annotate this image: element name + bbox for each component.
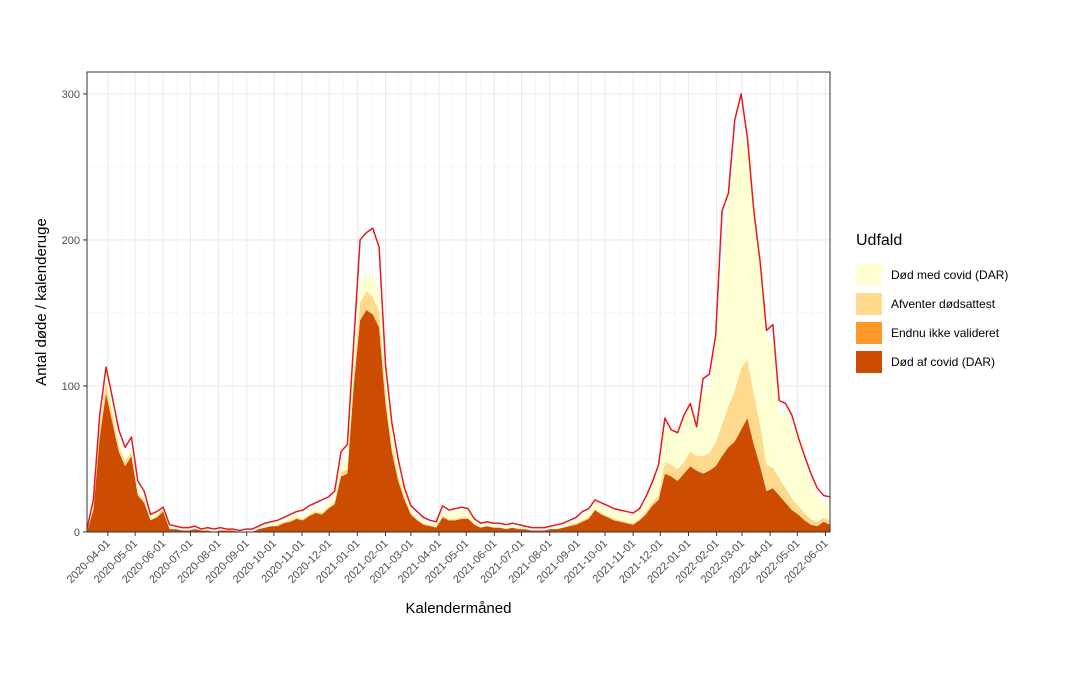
legend-item-dod-med-covid: Død med covid (DAR): [856, 260, 1008, 289]
x-axis: 2020-04-012020-05-012020-06-012020-07-01…: [65, 532, 831, 586]
legend-item-endnu-ikke-valideret: Endnu ikke valideret: [856, 318, 1008, 347]
stacked-areas: [87, 134, 830, 533]
total-line: [86, 93, 831, 532]
legend-swatch: [856, 321, 882, 344]
x-axis-title: Kalendermåned: [406, 600, 512, 617]
y-axis-title: Antal døde / kalenderuge: [33, 218, 50, 386]
panel-border: [86, 71, 831, 533]
area-d-d-af-covid-dar-: [87, 310, 830, 532]
legend-swatch: [856, 263, 882, 286]
legend-label: Død med covid (DAR): [891, 267, 1009, 282]
legend-swatch: [856, 350, 882, 373]
legend-item-afventer-dodsattest: Afventer dødsattest: [856, 289, 1008, 318]
y-tick-label: 300: [62, 89, 80, 101]
y-tick-label: 0: [74, 527, 80, 539]
legend-title: Udfald: [856, 232, 903, 249]
legend-label: Afventer dødsattest: [891, 296, 996, 311]
y-axis: 0 100 200 300: [62, 89, 87, 539]
legend-label: Endnu ikke valideret: [891, 325, 1000, 340]
legend: Udfald Død med covid (DAR) Afventer døds…: [856, 232, 1008, 376]
legend-swatch: [856, 292, 882, 315]
y-tick-label: 100: [62, 381, 80, 393]
legend-item-dod-af-covid: Død af covid (DAR): [856, 347, 1008, 376]
y-tick-label: 200: [62, 235, 80, 247]
total-series-line: [86, 93, 831, 532]
legend-label: Død af covid (DAR): [891, 354, 996, 369]
